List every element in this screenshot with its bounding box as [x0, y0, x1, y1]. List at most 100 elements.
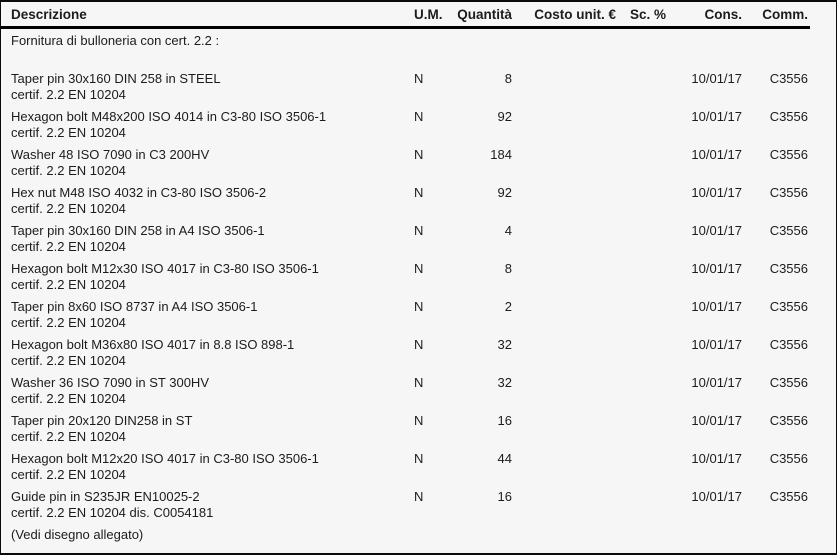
item-description-line1: Hex nut M48 ISO 4032 in C3-80 ISO 3506-2 — [11, 185, 267, 200]
item-description: Hexagon bolt M12x30 ISO 4017 in C3-80 IS… — [11, 261, 407, 292]
item-um: N — [414, 147, 424, 162]
col-header-descrizione: Descrizione — [11, 7, 87, 22]
item-description-line1: Washer 48 ISO 7090 in C3 200HV — [11, 147, 210, 162]
table-header-row: Descrizione U.M. Quantità Costo unit. € … — [1, 2, 810, 29]
item-commission: C3556 — [769, 375, 808, 390]
item-commission: C3556 — [769, 71, 808, 86]
table-row: Hexagon bolt M36x80 ISO 4017 in 8.8 ISO … — [11, 337, 808, 368]
item-commission: C3556 — [769, 223, 808, 238]
table-body: Fornitura di bulloneria con cert. 2.2 : … — [1, 29, 836, 543]
item-description-line2: certif. 2.2 EN 10204 — [11, 162, 126, 178]
col-header-consegna: Cons. — [704, 7, 742, 22]
item-delivery-date: 10/01/17 — [691, 223, 742, 238]
table-row: Taper pin 30x160 DIN 258 in A4 ISO 3506-… — [11, 223, 808, 254]
item-um: N — [414, 337, 424, 352]
item-description-line2: certif. 2.2 EN 10204 — [11, 352, 126, 368]
item-description-line2: certif. 2.2 EN 10204 — [11, 86, 126, 102]
footer-note: (Vedi disegno allegato) — [11, 527, 144, 542]
item-um: N — [414, 109, 424, 124]
item-um: N — [414, 71, 424, 86]
item-commission: C3556 — [769, 413, 808, 428]
item-quantity: 2 — [504, 299, 512, 314]
table-row: Taper pin 8x60 ISO 8737 in A4 ISO 3506-1… — [11, 299, 808, 330]
item-um: N — [414, 261, 424, 276]
item-um: N — [414, 299, 424, 314]
item-commission: C3556 — [769, 261, 808, 276]
item-quantity: 184 — [490, 147, 512, 162]
item-description-line1: Taper pin 20x120 DIN258 in ST — [11, 413, 193, 428]
item-description-line1: Hexagon bolt M12x20 ISO 4017 in C3-80 IS… — [11, 451, 319, 466]
item-description-line2: certif. 2.2 EN 10204 — [11, 276, 126, 292]
item-description-line2: certif. 2.2 EN 10204 — [11, 124, 126, 140]
item-quantity: 4 — [504, 223, 512, 238]
item-commission: C3556 — [769, 299, 808, 314]
item-description: Guide pin in S235JR EN10025-2 certif. 2.… — [11, 489, 407, 520]
col-header-sconto: Sc. % — [629, 7, 666, 22]
item-description: Taper pin 30x160 DIN 258 in STEEL certif… — [11, 71, 407, 102]
item-quantity: 92 — [497, 109, 512, 124]
item-quantity: 32 — [497, 375, 512, 390]
item-commission: C3556 — [769, 109, 808, 124]
table-row: Hexagon bolt M12x30 ISO 4017 in C3-80 IS… — [11, 261, 808, 292]
item-description-line2: certif. 2.2 EN 10204 — [11, 238, 126, 254]
item-description: Taper pin 8x60 ISO 8737 in A4 ISO 3506-1… — [11, 299, 407, 330]
item-description-line1: Washer 36 ISO 7090 in ST 300HV — [11, 375, 209, 390]
table-row: Taper pin 20x120 DIN258 in ST certif. 2.… — [11, 413, 808, 444]
item-description-line1: Guide pin in S235JR EN10025-2 — [11, 489, 200, 504]
item-quantity: 16 — [497, 413, 512, 428]
table-row: Guide pin in S235JR EN10025-2 certif. 2.… — [11, 489, 808, 520]
item-quantity: 32 — [497, 337, 512, 352]
table-row: Washer 48 ISO 7090 in C3 200HV certif. 2… — [11, 147, 808, 178]
item-description-line2: certif. 2.2 EN 10204 — [11, 314, 126, 330]
item-delivery-date: 10/01/17 — [691, 337, 742, 352]
item-quantity: 92 — [497, 185, 512, 200]
col-header-commessa: Comm. — [762, 7, 808, 22]
col-header-quantita: Quantità — [457, 7, 512, 22]
intro-row: Fornitura di bulloneria con cert. 2.2 : — [11, 32, 220, 48]
item-description: Hexagon bolt M48x200 ISO 4014 in C3-80 I… — [11, 109, 407, 140]
item-delivery-date: 10/01/17 — [691, 413, 742, 428]
col-header-um: U.M. — [414, 7, 443, 22]
item-commission: C3556 — [769, 185, 808, 200]
item-um: N — [414, 489, 424, 504]
item-description-line2: certif. 2.2 EN 10204 — [11, 390, 126, 406]
item-delivery-date: 10/01/17 — [691, 299, 742, 314]
item-description: Taper pin 30x160 DIN 258 in A4 ISO 3506-… — [11, 223, 407, 254]
item-description: Hex nut M48 ISO 4032 in C3-80 ISO 3506-2… — [11, 185, 407, 216]
item-delivery-date: 10/01/17 — [691, 147, 742, 162]
item-description-line2: certif. 2.2 EN 10204 — [11, 428, 126, 444]
table-row: Hexagon bolt M12x20 ISO 4017 in C3-80 IS… — [11, 451, 808, 482]
table-row: Taper pin 30x160 DIN 258 in STEEL certif… — [11, 71, 808, 102]
item-um: N — [414, 185, 424, 200]
item-description-line2: certif. 2.2 EN 10204 — [11, 200, 126, 216]
item-quantity: 16 — [497, 489, 512, 504]
item-description-line1: Taper pin 30x160 DIN 258 in STEEL — [11, 71, 221, 86]
item-commission: C3556 — [769, 451, 808, 466]
item-description-line1: Taper pin 8x60 ISO 8737 in A4 ISO 3506-1 — [11, 299, 258, 314]
item-delivery-date: 10/01/17 — [691, 109, 742, 124]
item-delivery-date: 10/01/17 — [691, 261, 742, 276]
item-um: N — [414, 375, 424, 390]
item-um: N — [414, 413, 424, 428]
item-description-line1: Hexagon bolt M48x200 ISO 4014 in C3-80 I… — [11, 109, 327, 124]
item-delivery-date: 10/01/17 — [691, 375, 742, 390]
item-um: N — [414, 223, 424, 238]
table-row: Hex nut M48 ISO 4032 in C3-80 ISO 3506-2… — [11, 185, 808, 216]
item-description: Washer 36 ISO 7090 in ST 300HV certif. 2… — [11, 375, 407, 406]
item-commission: C3556 — [769, 337, 808, 352]
item-commission: C3556 — [769, 489, 808, 504]
item-description-line2: certif. 2.2 EN 10204 — [11, 466, 126, 482]
item-description: Washer 48 ISO 7090 in C3 200HV certif. 2… — [11, 147, 407, 178]
item-delivery-date: 10/01/17 — [691, 71, 742, 86]
item-delivery-date: 10/01/17 — [691, 451, 742, 466]
table-row: Hexagon bolt M48x200 ISO 4014 in C3-80 I… — [11, 109, 808, 140]
table-row: Washer 36 ISO 7090 in ST 300HV certif. 2… — [11, 375, 808, 406]
item-description: Hexagon bolt M12x20 ISO 4017 in C3-80 IS… — [11, 451, 407, 482]
col-header-costo-unit: Costo unit. € — [534, 7, 616, 22]
item-um: N — [414, 451, 424, 466]
item-description-line1: Hexagon bolt M12x30 ISO 4017 in C3-80 IS… — [11, 261, 319, 276]
item-quantity: 8 — [504, 261, 512, 276]
item-commission: C3556 — [769, 147, 808, 162]
item-description: Taper pin 20x120 DIN258 in ST certif. 2.… — [11, 413, 407, 444]
item-quantity: 8 — [504, 71, 512, 86]
